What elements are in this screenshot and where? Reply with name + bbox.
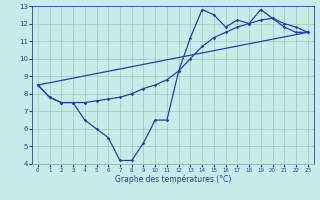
X-axis label: Graphe des températures (°C): Graphe des températures (°C) xyxy=(115,175,231,184)
